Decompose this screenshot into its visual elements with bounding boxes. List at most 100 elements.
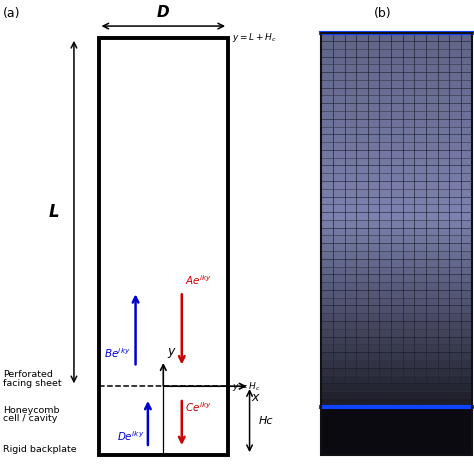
Bar xyxy=(461,220,472,228)
Text: $Ae^{iky}$: $Ae^{iky}$ xyxy=(185,273,212,287)
Bar xyxy=(438,290,449,298)
Bar xyxy=(461,266,472,274)
Text: Rigid backplate: Rigid backplate xyxy=(3,445,77,454)
Bar xyxy=(333,313,345,321)
Bar xyxy=(379,204,391,212)
Bar xyxy=(391,282,402,290)
Bar xyxy=(345,236,356,243)
Bar xyxy=(426,259,438,266)
Bar xyxy=(345,49,356,56)
Bar xyxy=(391,127,402,134)
Bar xyxy=(449,95,461,103)
Bar xyxy=(402,158,414,165)
Bar xyxy=(438,375,449,383)
Bar xyxy=(438,313,449,321)
Bar xyxy=(391,321,402,329)
Bar xyxy=(379,251,391,259)
Bar xyxy=(414,399,426,407)
Bar xyxy=(414,259,426,266)
Bar xyxy=(333,375,345,383)
Bar xyxy=(345,282,356,290)
Bar xyxy=(368,337,379,344)
Bar xyxy=(379,197,391,204)
Bar xyxy=(449,80,461,88)
Bar xyxy=(333,352,345,360)
Bar xyxy=(356,197,368,204)
Bar xyxy=(379,56,391,64)
Bar xyxy=(356,173,368,181)
Bar xyxy=(426,375,438,383)
Bar xyxy=(356,204,368,212)
Bar xyxy=(356,282,368,290)
Bar xyxy=(345,383,356,391)
Bar xyxy=(379,329,391,337)
Bar xyxy=(461,228,472,236)
Bar xyxy=(356,64,368,72)
Bar xyxy=(356,290,368,298)
Bar xyxy=(379,64,391,72)
Bar xyxy=(414,158,426,165)
Bar xyxy=(379,72,391,80)
Bar xyxy=(438,142,449,150)
Bar xyxy=(449,352,461,360)
Bar xyxy=(426,329,438,337)
Bar xyxy=(414,49,426,56)
Bar xyxy=(449,150,461,158)
Bar xyxy=(345,220,356,228)
Bar xyxy=(368,266,379,274)
Bar xyxy=(321,383,333,391)
Bar xyxy=(368,305,379,313)
Bar xyxy=(461,197,472,204)
Bar xyxy=(438,33,449,41)
Bar xyxy=(321,80,333,88)
Bar xyxy=(438,111,449,119)
Bar xyxy=(356,33,368,41)
Bar xyxy=(461,337,472,344)
Bar xyxy=(449,173,461,181)
Bar xyxy=(321,352,333,360)
Bar xyxy=(449,337,461,344)
Text: $y= H_c$: $y= H_c$ xyxy=(232,380,261,393)
Bar xyxy=(379,266,391,274)
Bar xyxy=(391,165,402,173)
Bar xyxy=(379,352,391,360)
Bar xyxy=(461,274,472,282)
Bar xyxy=(356,127,368,134)
Bar xyxy=(438,150,449,158)
Bar xyxy=(414,80,426,88)
Bar xyxy=(449,375,461,383)
Bar xyxy=(321,173,333,181)
Bar xyxy=(379,165,391,173)
Bar xyxy=(379,88,391,95)
Bar xyxy=(356,189,368,197)
Bar xyxy=(345,72,356,80)
Bar xyxy=(449,41,461,49)
Bar xyxy=(414,165,426,173)
Bar xyxy=(391,266,402,274)
Bar xyxy=(402,134,414,142)
Bar xyxy=(414,313,426,321)
Bar xyxy=(333,150,345,158)
Bar xyxy=(345,212,356,220)
Bar xyxy=(333,329,345,337)
Bar xyxy=(345,290,356,298)
Bar xyxy=(333,134,345,142)
Bar xyxy=(321,298,333,305)
Bar xyxy=(426,321,438,329)
Bar xyxy=(402,375,414,383)
Bar xyxy=(345,274,356,282)
Bar xyxy=(449,197,461,204)
Bar xyxy=(321,212,333,220)
Bar xyxy=(461,72,472,80)
Bar xyxy=(402,212,414,220)
Bar xyxy=(438,95,449,103)
Bar xyxy=(461,181,472,189)
Bar xyxy=(426,352,438,360)
Bar xyxy=(461,305,472,313)
Bar xyxy=(356,119,368,127)
Bar xyxy=(449,266,461,274)
Bar xyxy=(391,344,402,352)
Bar xyxy=(368,329,379,337)
Bar xyxy=(461,368,472,375)
Bar xyxy=(438,41,449,49)
